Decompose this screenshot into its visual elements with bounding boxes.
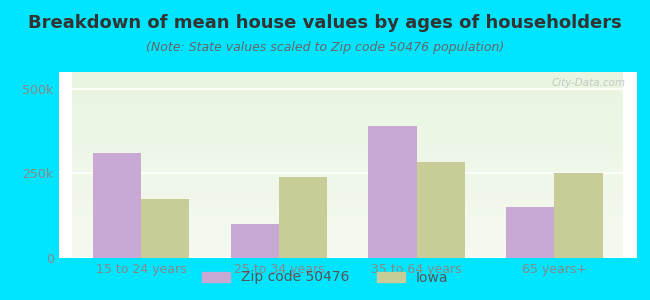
Legend: Zip code 50476, Iowa: Zip code 50476, Iowa — [196, 265, 454, 290]
Bar — [554, 173, 603, 258]
Bar — [141, 199, 189, 258]
Bar — [93, 153, 141, 258]
Bar — [417, 162, 465, 258]
Text: City-Data.com: City-Data.com — [551, 78, 625, 88]
Bar — [231, 224, 279, 258]
Bar — [369, 126, 417, 258]
Text: Breakdown of mean house values by ages of householders: Breakdown of mean house values by ages o… — [28, 14, 622, 32]
Bar — [506, 207, 554, 258]
Text: (Note: State values scaled to Zip code 50476 population): (Note: State values scaled to Zip code 5… — [146, 40, 504, 53]
Bar — [279, 177, 327, 258]
